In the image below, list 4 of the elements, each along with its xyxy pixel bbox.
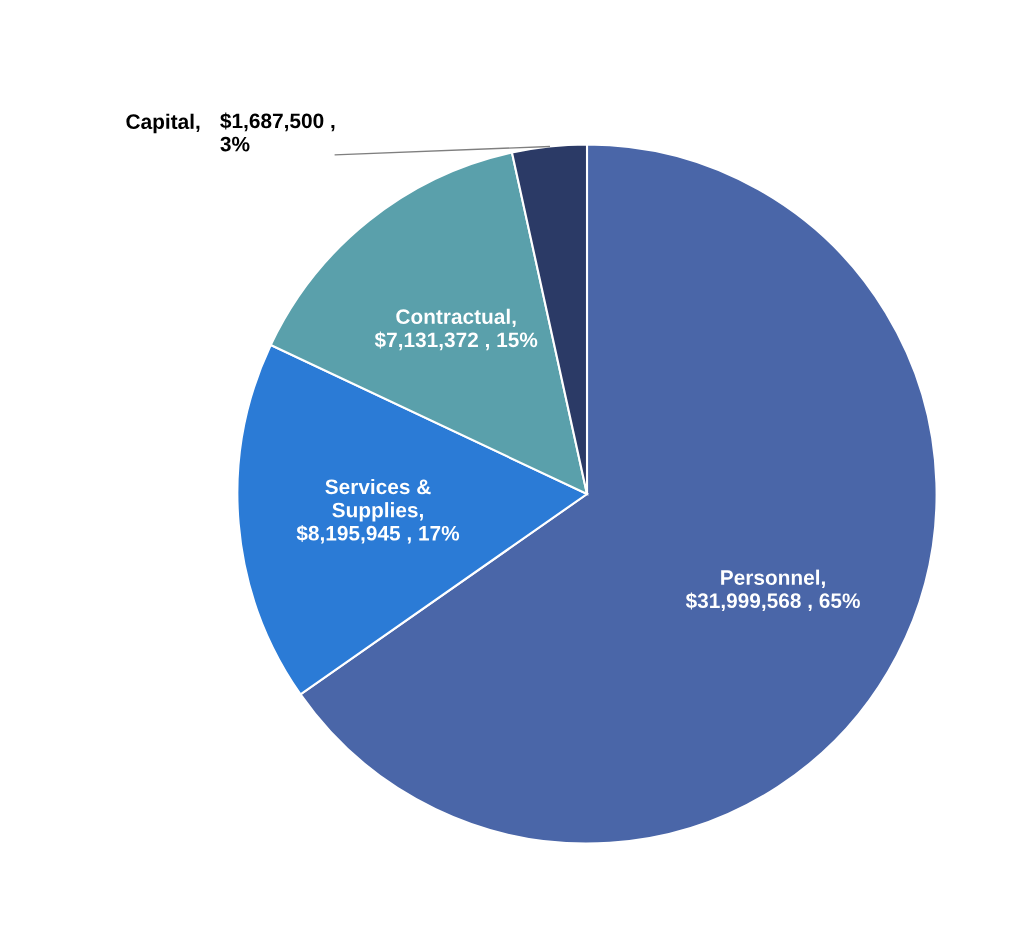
slice-label: Contractual, $7,131,372 , 15% bbox=[374, 308, 538, 351]
slice-label: Services & Supplies, $8,195,945 , 17% bbox=[296, 478, 460, 544]
slice-label: Personnel, $31,999,568 , 65% bbox=[685, 569, 860, 612]
slice-label: Capital, $1,687,500 , 3% bbox=[126, 112, 335, 152]
